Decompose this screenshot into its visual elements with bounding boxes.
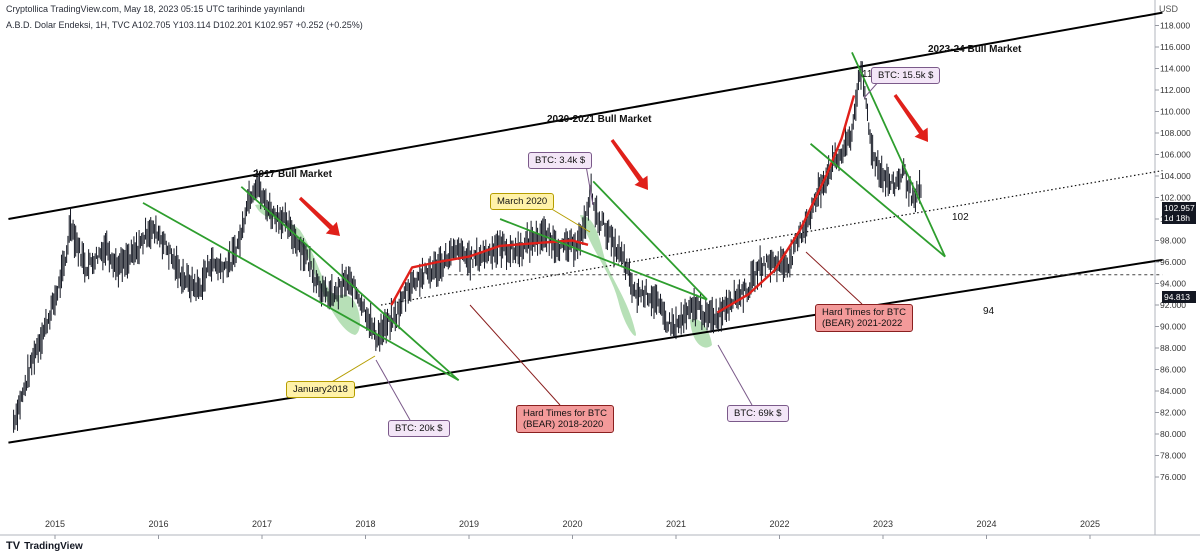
note-january2018[interactable]: January2018 [286,381,355,398]
label-level-114: 114 [862,69,878,80]
price-tick-label: 106.000 [1160,150,1191,160]
highlight-blob [580,215,637,336]
time-tick-label: 2023 [873,519,893,529]
tradingview-logo-icon: TV [6,540,21,552]
price-tick-label: 88.000 [1160,343,1186,353]
price-tick-label: 118.000 [1160,21,1190,31]
lower-channel-line [8,258,1163,444]
price-tick-label: 92.000 [1160,300,1186,310]
note-pointer-line [329,355,376,384]
price-tick-label: 94.000 [1160,279,1186,289]
note-hard-times-2018-line1: Hard Times for BTC [523,408,607,419]
time-tick-label: 2025 [1080,519,1100,529]
time-tick-label: 2015 [45,519,65,529]
price-tick-label: 84.000 [1160,386,1186,396]
wedge-line [809,143,946,258]
price-tick-label: 86.000 [1160,365,1186,375]
label-level-102: 102 [952,212,969,223]
last-price-countdown: 1d 18h [1164,213,1190,223]
price-tick-label: 104.000 [1160,171,1191,181]
note-hard-times-2021-line2: (BEAR) 2021-2022 [822,318,903,329]
time-tick-label: 2024 [976,519,996,529]
red-trend-curves [390,95,856,314]
note-march2020[interactable]: March 2020 [490,193,555,210]
price-tick-label: 82.000 [1160,408,1186,418]
wedge-line [499,218,708,301]
label-2017-bull-market: 2017 Bull Market [253,169,332,180]
price-tick-label: 108.000 [1160,128,1191,138]
price-tick-label: 112.000 [1160,85,1190,95]
price-tick-label: 102.000 [1160,193,1191,203]
price-tick-label: 110.000 [1160,107,1190,117]
tradingview-brand[interactable]: TV TradingView [6,540,83,552]
note-pointer-line [717,344,753,406]
time-tick-label: 2017 [252,519,272,529]
price-tick-label: 90.000 [1160,322,1186,332]
note-hard-times-2018-line2: (BEAR) 2018-2020 [523,419,604,430]
label-2020-2021-bull-market: 2020-2021 Bull Market [547,114,652,125]
red-arrow-icon [610,139,648,190]
currency-label: USD [1159,4,1179,14]
price-tick-label: 98.000 [1160,236,1186,246]
wedge-line [851,52,946,257]
wedge-line [592,180,708,301]
wedge-line [142,202,460,382]
red-arrow-icon [893,94,928,142]
note-january2018-text: January2018 [293,384,348,395]
note-hard-times-2021-2022[interactable]: Hard Times for BTC (BEAR) 2021-2022 [815,304,913,332]
note-btc-3k[interactable]: BTC: 3.4k $ [528,152,593,169]
label-level-94: 94 [983,306,995,317]
note-pointer-line [805,251,863,305]
red-trend-curve [390,239,589,306]
note-pointers [329,79,881,421]
note-btc-20k[interactable]: BTC: 20k $ [388,420,450,437]
red-direction-arrows [298,94,928,236]
highlight-blob [255,204,360,335]
price-tick-label: 116.000 [1160,42,1190,52]
note-hard-times-2021-line1: Hard Times for BTC [822,307,906,318]
upper-channel-line [8,11,1163,220]
note-march2020-text: March 2020 [497,196,548,207]
time-tick-label: 2020 [562,519,582,529]
wedge-line [240,186,460,381]
note-pointer-line [375,359,411,421]
tradingview-brand-text: TradingView [24,540,83,552]
publisher-line: Cryptollica TradingView.com, May 18, 202… [6,4,305,14]
time-tick-label: 2022 [769,519,789,529]
note-btc-15k-text: BTC: 15.5k $ [878,70,934,81]
time-tick-label: 2016 [148,519,168,529]
note-pointer-line [469,304,561,406]
dotted-trend-line [380,170,1163,306]
note-btc-69k-text: BTC: 69k $ [734,408,782,419]
price-axis[interactable]: 118.000 116.000 114.000 112.000 110.000 108.0… [1155,21,1191,483]
price-tick-label: 96.000 [1160,257,1186,267]
red-trend-curve [716,95,856,314]
last-price-tag: 102.957 1d 18h [1162,202,1196,224]
channel-lines [8,11,1163,444]
label-2023-24-bull-market: 2023-24 Bull Market [928,44,1022,55]
level-price-tag: 94.813 [1162,291,1196,303]
note-btc-69k[interactable]: BTC: 69k $ [727,405,789,422]
last-price-value: 102.957 [1164,203,1195,213]
green-wedge-lines [142,52,946,382]
time-tick-label: 2019 [459,519,479,529]
symbol-line[interactable]: A.B.D. Dolar Endeksi, 1H, TVC A102.705 Y… [6,20,363,30]
price-tick-label: 80.000 [1160,429,1186,439]
time-tick-label: 2018 [355,519,375,529]
plot-area [0,0,1155,535]
price-tick-label: 114.000 [1160,64,1190,74]
price-tick-label: 78.000 [1160,451,1186,461]
note-btc-3k-text: BTC: 3.4k $ [535,155,586,166]
note-btc-20k-text: BTC: 20k $ [395,423,443,434]
price-tick-label: 76.000 [1160,472,1186,482]
note-btc-15k[interactable]: BTC: 15.5k $ [871,67,941,84]
red-arrow-icon [298,196,340,236]
note-hard-times-2018-2020[interactable]: Hard Times for BTC (BEAR) 2018-2020 [516,405,614,433]
time-tick-label: 2021 [666,519,686,529]
time-axis[interactable]: 2015 2016 2017 2018 2019 2020 2021 2022 2023 2024… [45,519,1100,539]
